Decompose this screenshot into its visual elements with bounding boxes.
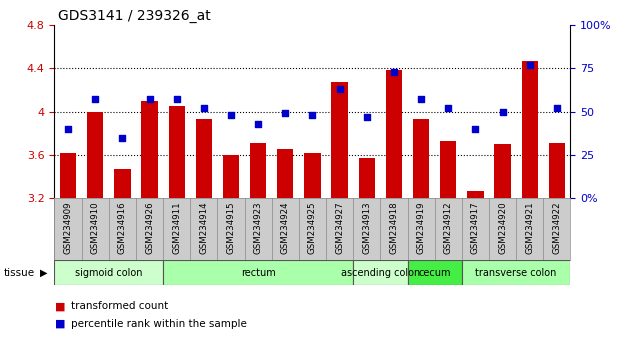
Bar bbox=[196, 119, 212, 198]
Text: GSM234919: GSM234919 bbox=[417, 201, 426, 254]
Text: ■: ■ bbox=[54, 319, 65, 329]
Bar bbox=[304, 153, 320, 198]
Text: sigmoid colon: sigmoid colon bbox=[75, 268, 142, 278]
Text: GSM234912: GSM234912 bbox=[444, 201, 453, 254]
Text: GSM234910: GSM234910 bbox=[91, 201, 100, 254]
Point bbox=[470, 126, 481, 132]
Bar bbox=[250, 143, 266, 198]
Bar bbox=[413, 119, 429, 198]
Bar bbox=[163, 260, 353, 285]
Text: GSM234924: GSM234924 bbox=[281, 201, 290, 254]
Point bbox=[443, 105, 453, 111]
Text: transverse colon: transverse colon bbox=[476, 268, 557, 278]
Point bbox=[226, 112, 236, 118]
Point bbox=[280, 110, 290, 116]
Text: GSM234921: GSM234921 bbox=[525, 201, 534, 254]
Point bbox=[117, 135, 128, 140]
Text: GSM234911: GSM234911 bbox=[172, 201, 181, 254]
Bar bbox=[549, 143, 565, 198]
Point bbox=[199, 105, 209, 111]
Bar bbox=[277, 149, 294, 198]
Bar bbox=[462, 260, 570, 285]
Point bbox=[308, 112, 318, 118]
Point bbox=[416, 97, 426, 102]
Text: cecum: cecum bbox=[419, 268, 451, 278]
Text: GSM234922: GSM234922 bbox=[553, 201, 562, 254]
Text: GSM234927: GSM234927 bbox=[335, 201, 344, 254]
Point bbox=[144, 97, 154, 102]
Point bbox=[335, 86, 345, 92]
Text: ■: ■ bbox=[54, 301, 65, 311]
Bar bbox=[408, 260, 462, 285]
Text: ascending colon: ascending colon bbox=[341, 268, 420, 278]
Text: GSM234917: GSM234917 bbox=[471, 201, 480, 254]
Bar bbox=[331, 82, 348, 198]
Text: GDS3141 / 239326_at: GDS3141 / 239326_at bbox=[58, 9, 210, 23]
Point bbox=[172, 97, 182, 102]
Text: GSM234920: GSM234920 bbox=[498, 201, 507, 254]
Bar bbox=[223, 155, 239, 198]
Text: GSM234916: GSM234916 bbox=[118, 201, 127, 254]
Bar bbox=[54, 260, 163, 285]
Text: GSM234909: GSM234909 bbox=[63, 201, 72, 254]
Text: GSM234926: GSM234926 bbox=[145, 201, 154, 254]
Bar bbox=[353, 260, 408, 285]
Point bbox=[524, 62, 535, 68]
Bar bbox=[359, 158, 375, 198]
Point bbox=[552, 105, 562, 111]
Text: GSM234918: GSM234918 bbox=[390, 201, 399, 254]
Bar bbox=[87, 112, 103, 198]
Text: percentile rank within the sample: percentile rank within the sample bbox=[71, 319, 246, 329]
Bar bbox=[467, 191, 483, 198]
Bar bbox=[494, 144, 511, 198]
Point bbox=[362, 114, 372, 120]
Text: transformed count: transformed count bbox=[71, 301, 168, 311]
Bar bbox=[114, 169, 131, 198]
Text: GSM234925: GSM234925 bbox=[308, 201, 317, 254]
Text: GSM234923: GSM234923 bbox=[254, 201, 263, 254]
Point bbox=[497, 109, 508, 114]
Point bbox=[389, 69, 399, 74]
Text: GSM234915: GSM234915 bbox=[226, 201, 235, 254]
Text: rectum: rectum bbox=[241, 268, 276, 278]
Bar bbox=[142, 101, 158, 198]
Bar bbox=[440, 141, 456, 198]
Text: ▶: ▶ bbox=[40, 268, 48, 278]
Bar bbox=[169, 106, 185, 198]
Text: GSM234914: GSM234914 bbox=[199, 201, 208, 254]
Point bbox=[63, 126, 73, 132]
Bar bbox=[60, 153, 76, 198]
Bar bbox=[386, 70, 402, 198]
Text: tissue: tissue bbox=[3, 268, 35, 278]
Point bbox=[253, 121, 263, 126]
Point bbox=[90, 97, 101, 102]
Bar bbox=[522, 61, 538, 198]
Text: GSM234913: GSM234913 bbox=[362, 201, 371, 254]
